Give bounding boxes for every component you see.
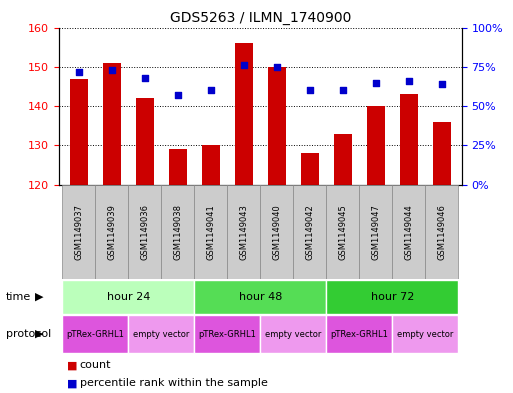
Text: GSM1149038: GSM1149038 xyxy=(173,204,182,260)
Bar xyxy=(334,134,352,185)
Bar xyxy=(202,145,220,185)
Bar xyxy=(103,63,121,185)
Text: GSM1149040: GSM1149040 xyxy=(272,204,281,260)
Bar xyxy=(136,98,154,185)
Bar xyxy=(194,280,326,314)
Bar xyxy=(293,185,326,279)
Title: GDS5263 / ILMN_1740900: GDS5263 / ILMN_1740900 xyxy=(170,11,351,25)
Text: ■: ■ xyxy=(67,378,77,388)
Text: count: count xyxy=(80,360,111,371)
Point xyxy=(141,75,149,81)
Bar xyxy=(433,122,451,185)
Text: GSM1149043: GSM1149043 xyxy=(240,204,248,260)
Text: hour 72: hour 72 xyxy=(371,292,414,302)
Text: hour 48: hour 48 xyxy=(239,292,282,302)
Text: ▶: ▶ xyxy=(35,329,43,339)
Point xyxy=(108,67,116,73)
Bar xyxy=(261,315,326,353)
Text: GSM1149044: GSM1149044 xyxy=(404,204,413,260)
Point xyxy=(339,87,347,94)
Text: GSM1149046: GSM1149046 xyxy=(438,204,446,260)
Point xyxy=(207,87,215,94)
Bar xyxy=(62,185,95,279)
Bar xyxy=(326,185,360,279)
Text: hour 24: hour 24 xyxy=(107,292,150,302)
Bar xyxy=(392,315,459,353)
Point xyxy=(240,62,248,68)
Text: GSM1149041: GSM1149041 xyxy=(206,204,215,260)
Text: ▶: ▶ xyxy=(35,292,43,302)
Bar xyxy=(128,185,161,279)
Text: percentile rank within the sample: percentile rank within the sample xyxy=(80,378,267,388)
Point xyxy=(174,92,182,98)
Bar xyxy=(128,315,194,353)
Bar xyxy=(425,185,459,279)
Text: GSM1149039: GSM1149039 xyxy=(107,204,116,260)
Bar xyxy=(301,153,319,185)
Text: GSM1149045: GSM1149045 xyxy=(339,204,347,260)
Bar xyxy=(62,280,194,314)
Point xyxy=(273,64,281,70)
Point xyxy=(372,79,380,86)
Text: pTRex-GRHL1: pTRex-GRHL1 xyxy=(330,330,388,338)
Point xyxy=(438,81,446,87)
Text: GSM1149047: GSM1149047 xyxy=(371,204,380,260)
Point xyxy=(306,87,314,94)
Bar xyxy=(326,315,392,353)
Text: empty vector: empty vector xyxy=(265,330,322,338)
Bar xyxy=(360,185,392,279)
Text: GSM1149036: GSM1149036 xyxy=(141,204,149,260)
Bar xyxy=(95,185,128,279)
Bar xyxy=(261,185,293,279)
Bar xyxy=(161,185,194,279)
Bar xyxy=(169,149,187,185)
Text: protocol: protocol xyxy=(6,329,51,339)
Bar xyxy=(70,79,88,185)
Text: GSM1149042: GSM1149042 xyxy=(305,204,314,260)
Point xyxy=(405,78,413,84)
Bar xyxy=(326,280,459,314)
Bar xyxy=(268,67,286,185)
Bar xyxy=(392,185,425,279)
Bar xyxy=(367,106,385,185)
Text: empty vector: empty vector xyxy=(133,330,189,338)
Bar xyxy=(227,185,261,279)
Text: GSM1149037: GSM1149037 xyxy=(74,204,83,260)
Text: empty vector: empty vector xyxy=(397,330,453,338)
Bar xyxy=(62,315,128,353)
Point xyxy=(75,68,83,75)
Text: time: time xyxy=(6,292,31,302)
Bar xyxy=(400,94,418,185)
Text: pTRex-GRHL1: pTRex-GRHL1 xyxy=(66,330,124,338)
Text: pTRex-GRHL1: pTRex-GRHL1 xyxy=(199,330,256,338)
Bar xyxy=(194,185,227,279)
Text: ■: ■ xyxy=(67,360,77,371)
Bar xyxy=(194,315,261,353)
Bar xyxy=(235,43,253,185)
